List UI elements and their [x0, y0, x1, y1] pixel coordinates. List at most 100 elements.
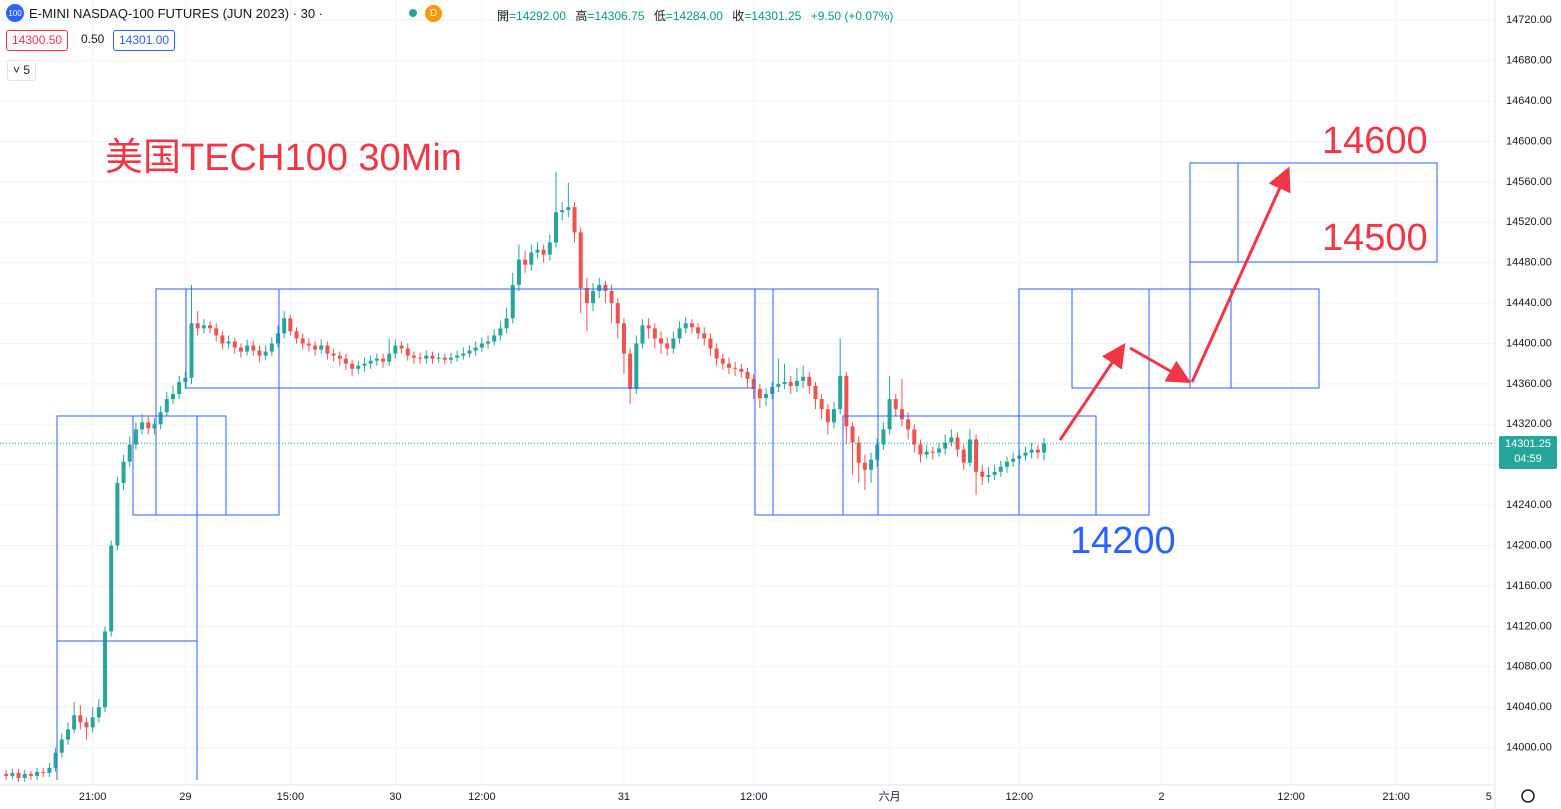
- candle-body: [473, 347, 478, 351]
- candle-body: [127, 444, 132, 462]
- candle-body: [10, 772, 15, 776]
- candle-body: [251, 345, 256, 351]
- y-tick-label: 14360.00: [1506, 378, 1552, 390]
- candle-body: [381, 358, 386, 362]
- x-tick-label: 21:00: [79, 791, 107, 803]
- drawings: [56, 162, 1438, 780]
- candle-body: [362, 363, 367, 366]
- candle-body: [84, 722, 89, 728]
- y-tick-label: 14600.00: [1506, 135, 1552, 147]
- candle-body: [78, 715, 83, 723]
- candle-body: [220, 335, 225, 344]
- candle-body: [665, 343, 670, 349]
- candle-body: [337, 355, 342, 359]
- candle-body: [974, 439, 979, 472]
- candle-body: [387, 353, 392, 362]
- candle-body: [269, 343, 274, 352]
- annotation: 14500: [1322, 217, 1428, 259]
- candle-body: [850, 426, 855, 443]
- y-tick-label: 14320.00: [1506, 418, 1552, 430]
- candle-body: [751, 378, 756, 389]
- x-tick-label: 2: [1158, 791, 1164, 803]
- y-tick-label: 14400.00: [1506, 337, 1552, 349]
- candle-body: [603, 284, 608, 291]
- candle-body: [584, 287, 589, 304]
- candle-body: [831, 409, 836, 423]
- candle-body: [677, 328, 682, 339]
- spread: 0.50: [81, 32, 105, 46]
- candle-body: [288, 318, 293, 332]
- indicator-count: 5: [23, 63, 31, 77]
- candle-body: [59, 739, 64, 753]
- arrow: [1190, 166, 1291, 383]
- candle-body: [16, 772, 21, 778]
- settings-icon[interactable]: [1521, 789, 1535, 803]
- candle-body: [869, 459, 874, 470]
- candle-body: [924, 451, 929, 455]
- candle-body: [967, 439, 972, 463]
- ohlc-label: 低: [653, 9, 666, 23]
- candle-body: [726, 363, 731, 368]
- candle-body: [195, 323, 200, 329]
- candle-body: [801, 376, 806, 381]
- x-tick-label: 30: [389, 791, 401, 803]
- symbol-badge: 100: [6, 4, 24, 22]
- candle-body: [140, 422, 145, 430]
- ohlc-label: 高: [575, 9, 588, 23]
- candle-body: [121, 461, 126, 483]
- candle-body: [856, 442, 861, 463]
- sell-button[interactable]: 14300.50: [6, 30, 69, 51]
- candle-body: [479, 343, 484, 348]
- candle-body: [411, 355, 416, 358]
- candle-body: [720, 358, 725, 364]
- candle-body: [881, 429, 886, 445]
- candle-body: [504, 318, 509, 329]
- candle-body: [152, 424, 157, 429]
- candle-body: [405, 348, 410, 356]
- candle-body: [523, 259, 528, 265]
- candle-body: [467, 350, 472, 354]
- candle-body: [899, 409, 904, 420]
- candle-body: [875, 444, 880, 460]
- candle-body: [621, 323, 626, 354]
- candle-body: [177, 381, 182, 395]
- candle-body: [418, 357, 423, 359]
- y-tick-label: 14640.00: [1506, 95, 1552, 107]
- candle-body: [238, 347, 243, 352]
- x-tick-label: 15:00: [277, 791, 305, 803]
- indicator-toggle[interactable]: ˅ 5: [7, 60, 37, 81]
- ohlc-value: =14306.75: [587, 9, 645, 23]
- candle-body: [455, 355, 460, 358]
- candle-body: [275, 333, 280, 344]
- status-dot: [409, 9, 418, 17]
- candle-body: [133, 429, 138, 445]
- candle-body: [702, 333, 707, 339]
- candle-body: [918, 444, 923, 455]
- candle-body: [461, 353, 466, 356]
- candle-body: [628, 353, 633, 389]
- candle-body: [757, 388, 762, 399]
- annotation: 14600: [1322, 120, 1428, 162]
- candle-body: [998, 466, 1003, 472]
- candle-body: [282, 318, 287, 334]
- y-tick-label: 14720.00: [1506, 14, 1552, 26]
- candle-body: [343, 358, 348, 364]
- candle-body: [263, 351, 268, 356]
- candle-body: [90, 717, 95, 728]
- y-tick-label: 14200.00: [1506, 539, 1552, 551]
- y-tick-label: 14120.00: [1506, 620, 1552, 632]
- candle-body: [214, 328, 219, 336]
- candle-body: [41, 771, 46, 773]
- candle-body: [1035, 449, 1040, 453]
- x-tick-label: 六月: [879, 790, 901, 803]
- buy-button[interactable]: 14301.00: [113, 30, 176, 51]
- candle-body: [436, 357, 441, 359]
- candle-body: [671, 338, 676, 349]
- y-tick-label: 14000.00: [1506, 742, 1552, 754]
- candle-body: [1011, 458, 1016, 462]
- y-tick-label: 14520.00: [1506, 216, 1552, 228]
- candle-body: [170, 394, 175, 400]
- x-tick-label: 21:00: [1382, 791, 1410, 803]
- candle-body: [158, 412, 163, 425]
- candle-body: [232, 341, 237, 348]
